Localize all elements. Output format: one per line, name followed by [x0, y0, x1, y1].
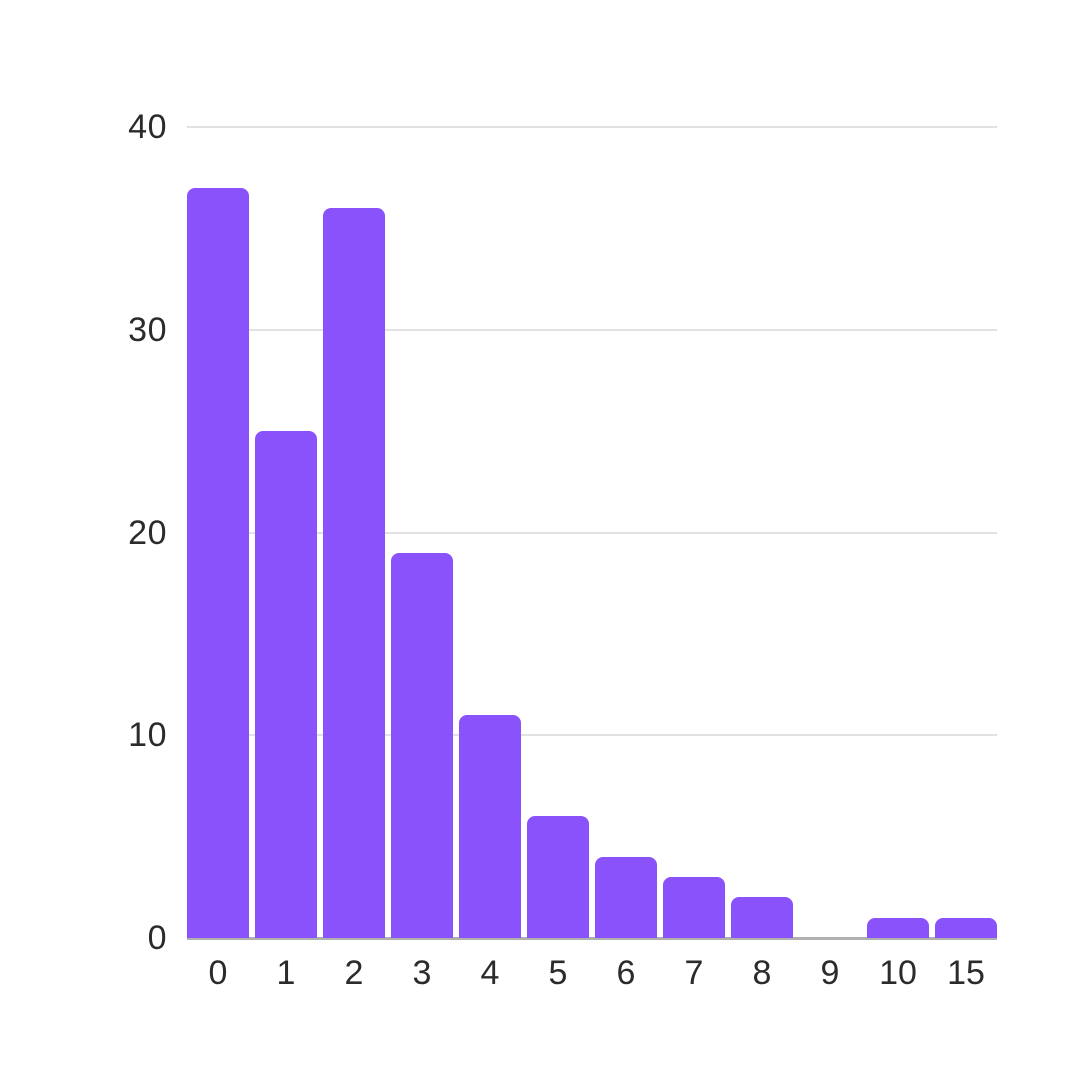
bar-category-15: [935, 918, 997, 938]
x-tick-label-0: 0: [208, 954, 228, 992]
x-tick-label-15: 15: [947, 954, 985, 992]
gridline-40: [187, 126, 997, 128]
y-tick-label: 0: [147, 919, 167, 957]
x-tick-label-4: 4: [480, 954, 500, 992]
bar-category-5: [527, 816, 589, 938]
x-tick-label-5: 5: [548, 954, 568, 992]
gridline-10: [187, 734, 997, 737]
y-tick-label: 20: [128, 513, 167, 552]
x-tick-label-1: 1: [276, 954, 296, 992]
bar-category-7: [663, 877, 725, 938]
gridline-30: [187, 328, 997, 331]
x-tick-label-6: 6: [616, 954, 636, 992]
x-axis: 0 1 2 3 4 5 6 7 8 9 10 15: [187, 956, 997, 990]
bars-row: [187, 127, 997, 938]
x-tick-label-3: 3: [412, 954, 432, 992]
x-tick-label-9: 9: [820, 954, 840, 992]
x-tick-label-10: 10: [879, 954, 917, 992]
bar-category-3: [391, 553, 453, 938]
y-tick-label: 10: [128, 716, 167, 755]
x-axis-baseline: [187, 937, 997, 940]
x-tick-label-7: 7: [684, 954, 704, 992]
bar-category-2: [323, 208, 385, 938]
bar-category-8: [731, 897, 793, 938]
x-tick-label-2: 2: [344, 954, 364, 992]
y-tick-label: 30: [128, 310, 167, 349]
x-tick-label-8: 8: [752, 954, 772, 992]
bar-category-1: [255, 431, 317, 938]
bar-category-4: [459, 715, 521, 938]
gridline-20: [187, 531, 997, 534]
bar-category-10: [867, 918, 929, 938]
y-tick-label: 40: [128, 108, 167, 146]
bar-category-6: [595, 857, 657, 938]
bar-category-0: [187, 188, 249, 938]
